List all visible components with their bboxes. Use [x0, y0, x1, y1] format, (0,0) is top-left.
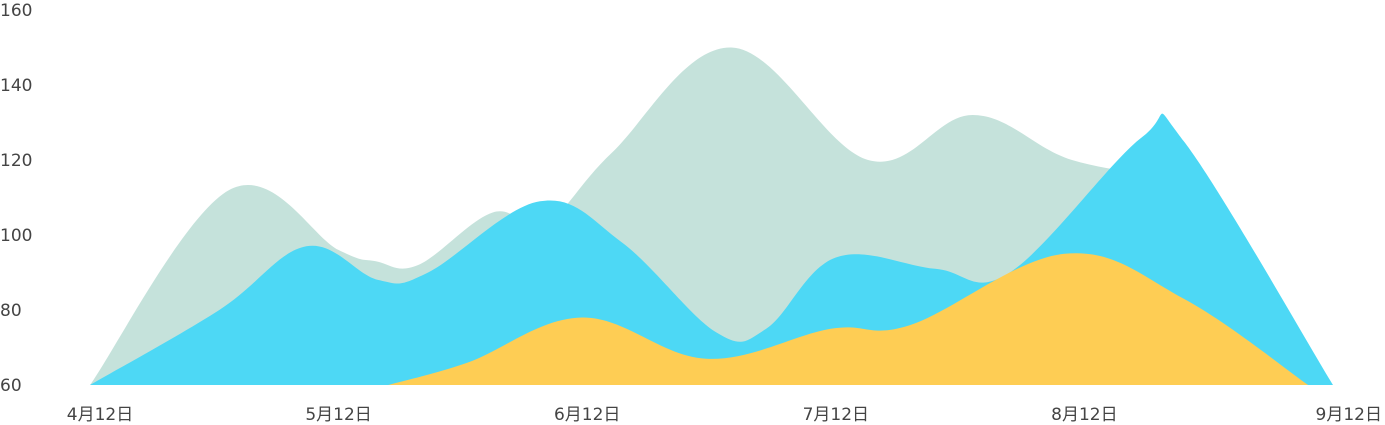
y-axis: 60 80 100 120 140 160	[0, 1, 32, 396]
x-tick-label: 9月12日	[1316, 405, 1382, 425]
x-axis: 4月12日 5月12日 6月12日 7月12日 8月12日 9月12日	[67, 405, 1382, 425]
y-tick-label: 160	[0, 1, 32, 21]
series-area-3	[388, 253, 1309, 385]
x-tick-label: 4月12日	[67, 405, 133, 425]
y-tick-label: 140	[0, 76, 32, 96]
x-tick-label: 6月12日	[554, 405, 620, 425]
y-tick-label: 60	[0, 376, 22, 396]
series-areas	[90, 47, 1333, 386]
x-tick-label: 8月12日	[1051, 405, 1117, 425]
y-tick-label: 100	[0, 226, 32, 246]
y-tick-label: 80	[0, 301, 22, 321]
x-tick-label: 7月12日	[803, 405, 869, 425]
x-tick-label: 5月12日	[305, 405, 371, 425]
y-tick-label: 120	[0, 151, 32, 171]
